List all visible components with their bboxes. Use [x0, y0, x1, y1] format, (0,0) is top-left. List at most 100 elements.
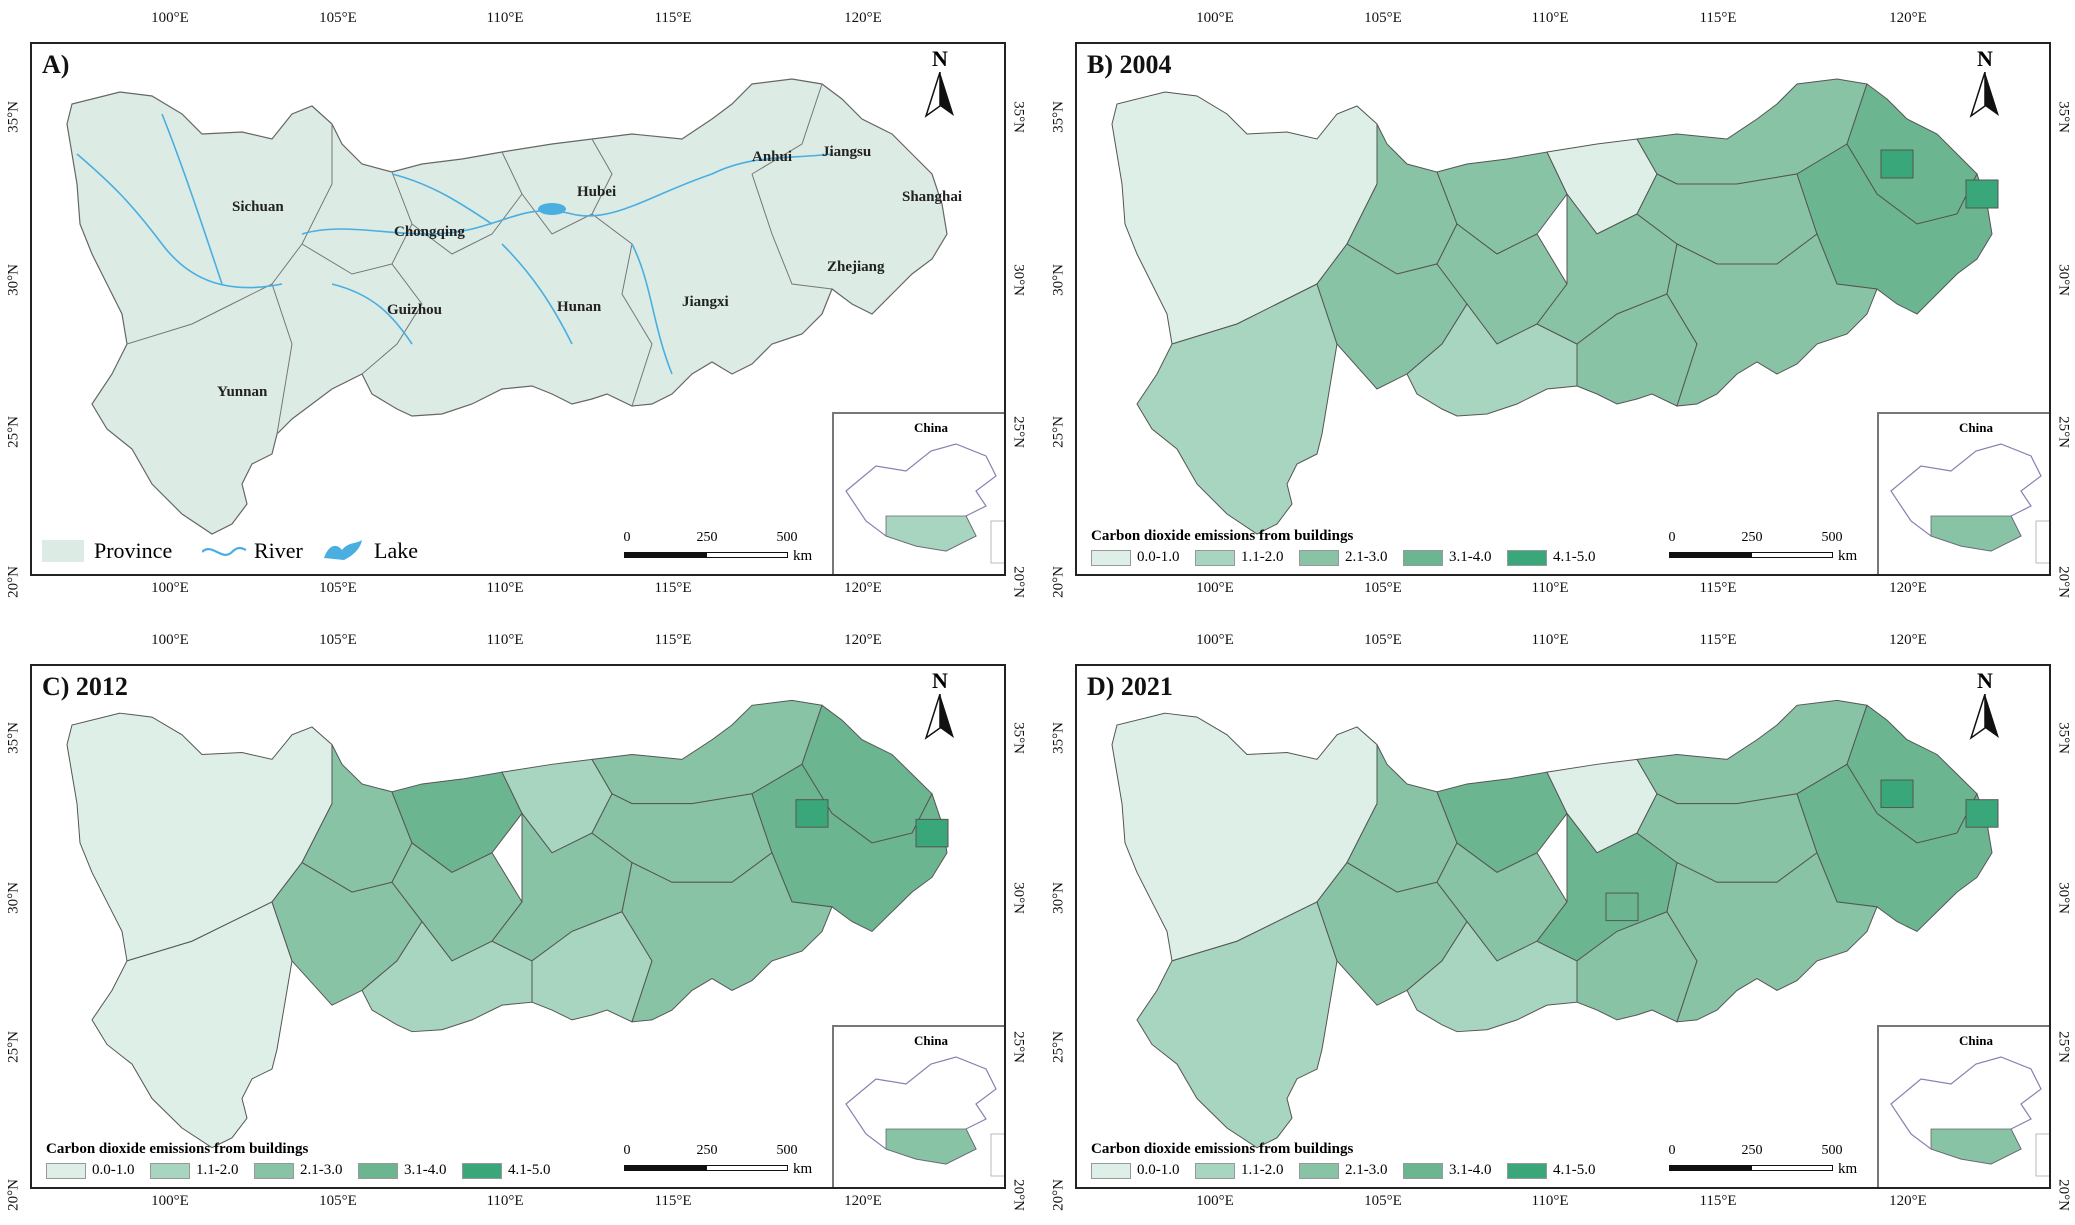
- scale-500: 500: [776, 1143, 798, 1158]
- legend-swatch: [1195, 549, 1235, 566]
- panel-title: B) 2004: [1087, 50, 1172, 79]
- scale-500: 500: [1821, 1143, 1843, 1158]
- scale-unit: km: [1838, 548, 1858, 564]
- lon-tick-bottom: 115°E: [1699, 580, 1737, 596]
- lat-tick-right: 20°N: [2055, 1178, 2072, 1211]
- legend-label: 3.1-4.0: [1449, 1162, 1492, 1178]
- legend-swatch: [150, 1162, 190, 1179]
- map-canvas: [66, 78, 948, 535]
- map-canvas: [66, 699, 949, 1149]
- lon-tick-top: 115°E: [1699, 632, 1737, 648]
- province-label: Zhejiang: [827, 259, 885, 275]
- panel-c-2012-map: 100°E 100°E 105°E 105°E 110°E 110°E 115°E 115°E…: [0, 622, 1030, 1225]
- river-line: [301, 153, 833, 235]
- legend-title: Carbon dioxide emissions from buildings: [46, 1141, 309, 1157]
- legend-label: 4.1-5.0: [508, 1162, 551, 1178]
- china-inset-map: China: [832, 1025, 1004, 1187]
- river-legend-icon: [202, 546, 247, 556]
- river-line: [391, 173, 493, 225]
- legend-item: 0.0-1.0: [1091, 549, 1180, 566]
- legend-item: 3.1-4.0: [358, 1162, 447, 1179]
- river-line: [631, 243, 673, 375]
- china-outline: [1890, 1056, 2049, 1177]
- legend-label: 2.1-3.0: [300, 1162, 343, 1178]
- lat-tick-left: 25°N: [1050, 1031, 1067, 1064]
- lat-tick-right: 30°N: [2055, 264, 2072, 296]
- lat-tick-right: 30°N: [1010, 264, 1027, 296]
- north-label: N: [1977, 668, 1993, 693]
- lat-tick-right: 25°N: [1010, 1031, 1027, 1064]
- scale-bar-white: [706, 552, 788, 558]
- lat-tick-left: 30°N: [5, 264, 22, 296]
- north-arrow-shape: [1969, 694, 1999, 740]
- map-canvas: [1111, 699, 1999, 1149]
- scale-250: 250: [696, 530, 718, 545]
- province-boundary: [751, 83, 823, 175]
- legend-item: 1.1-2.0: [1195, 1162, 1284, 1179]
- province-label: Hubei: [577, 184, 617, 200]
- river-line: [76, 153, 283, 289]
- china-outline: [845, 1056, 1004, 1177]
- lon-tick-bottom: 105°E: [1364, 1193, 1402, 1209]
- lake-shape: [538, 203, 566, 215]
- scale-0: 0: [1668, 1143, 1676, 1158]
- scale-bar: 0 250 500 km: [622, 530, 813, 570]
- north-arrow-shape: [1969, 72, 1999, 118]
- scale-unit: km: [793, 1161, 813, 1177]
- lat-tick-left: 20°N: [1050, 1178, 1067, 1211]
- province-label: Shanghai: [902, 189, 963, 205]
- legend-label: 2.1-3.0: [1345, 1162, 1388, 1178]
- lat-tick-right: 20°N: [1010, 566, 1027, 598]
- scale-bar-black: [1669, 552, 1751, 558]
- lat-tick-left: 35°N: [5, 101, 22, 133]
- legend-label: 0.0-1.0: [1137, 549, 1180, 565]
- map-legend-lake: Lake: [322, 538, 418, 564]
- lon-tick-top: 105°E: [319, 632, 357, 648]
- legend-label: 2.1-3.0: [1345, 549, 1388, 565]
- north-arrow-icon: N: [1965, 46, 2005, 120]
- emission-region: [1666, 851, 1878, 1023]
- panel-d-2021-map: 100°E 100°E 105°E 105°E 110°E 110°E 115°E 115°E…: [1045, 622, 2075, 1225]
- emission-hotspot: [915, 818, 949, 848]
- lon-tick-bottom: 120°E: [1889, 1193, 1927, 1209]
- lat-tick-right: 30°N: [2055, 882, 2072, 914]
- legend-label: 3.1-4.0: [1449, 549, 1492, 565]
- legend-item: 4.1-5.0: [1507, 549, 1596, 566]
- legend-label: Lake: [374, 538, 418, 563]
- map-frame: China 0 250 500 km Carbon dioxide emissions f…: [1075, 664, 2051, 1189]
- lat-tick-right: 20°N: [2055, 566, 2072, 598]
- china-outline: [1890, 443, 2049, 564]
- lat-tick-right: 25°N: [2055, 1031, 2072, 1064]
- china-outline: [845, 443, 1004, 564]
- lon-tick-top: 110°E: [486, 632, 524, 648]
- legend-item: 0.0-1.0: [46, 1162, 135, 1179]
- panel-title: C) 2012: [42, 672, 128, 701]
- emission-region: [1576, 911, 1698, 1023]
- lat-tick-left: 30°N: [5, 882, 22, 914]
- lon-tick-top: 105°E: [1364, 10, 1402, 26]
- legend-label: 0.0-1.0: [92, 1162, 135, 1178]
- lon-tick-top: 120°E: [844, 10, 882, 26]
- province-boundary: [126, 283, 293, 435]
- lon-tick-top: 110°E: [1531, 632, 1569, 648]
- lat-tick-left: 20°N: [5, 1178, 22, 1211]
- north-arrow-icon: N: [1965, 668, 2005, 742]
- emission-region: [531, 911, 653, 1023]
- scale-bar-white: [706, 1165, 788, 1171]
- legend-swatch: [1507, 549, 1547, 566]
- legend-swatch: [1091, 1162, 1131, 1179]
- lon-tick-bottom: 120°E: [844, 1193, 882, 1209]
- lon-tick-bottom: 115°E: [654, 1193, 692, 1209]
- legend-label: 1.1-2.0: [1241, 549, 1284, 565]
- scale-unit: km: [1838, 1161, 1858, 1177]
- scale-0: 0: [623, 530, 631, 545]
- inset-label: China: [1959, 1033, 1993, 1048]
- legend-item: 1.1-2.0: [150, 1162, 239, 1179]
- river-line: [501, 243, 573, 345]
- legend-swatch: [1195, 1162, 1235, 1179]
- lon-tick-top: 120°E: [1889, 10, 1927, 26]
- legend-item: 4.1-5.0: [462, 1162, 551, 1179]
- scale-500: 500: [1821, 530, 1843, 545]
- lat-tick-left: 25°N: [1050, 416, 1067, 448]
- lon-tick-bottom: 110°E: [486, 1193, 524, 1209]
